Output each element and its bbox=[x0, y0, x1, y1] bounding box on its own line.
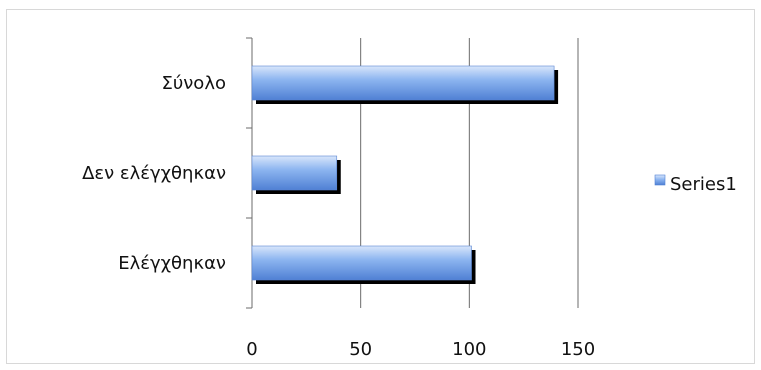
category-labels: Σύνολο Δεν ελέγχθηκαν Ελέγχθηκαν bbox=[82, 73, 226, 274]
bar-2 bbox=[251, 245, 472, 281]
category-label-0: Σύνολο bbox=[161, 73, 226, 94]
x-tick-label-150: 150 bbox=[561, 339, 595, 360]
bar-0 bbox=[251, 65, 555, 101]
legend: Series1 bbox=[654, 174, 737, 195]
tick-labels: 0 50 100 150 bbox=[246, 339, 595, 360]
category-label-1: Δεν ελέγχθηκαν bbox=[82, 163, 226, 184]
bar-1 bbox=[251, 155, 338, 191]
x-tick-label-100: 100 bbox=[452, 339, 486, 360]
legend-swatch-series1 bbox=[654, 174, 666, 186]
x-tick-label-50: 50 bbox=[349, 339, 372, 360]
category-label-2: Ελέγχθηκαν bbox=[118, 253, 226, 274]
axes bbox=[246, 37, 253, 309]
bars bbox=[251, 65, 559, 284]
legend-label-series1: Series1 bbox=[670, 174, 737, 195]
x-tick-label-0: 0 bbox=[246, 339, 257, 360]
